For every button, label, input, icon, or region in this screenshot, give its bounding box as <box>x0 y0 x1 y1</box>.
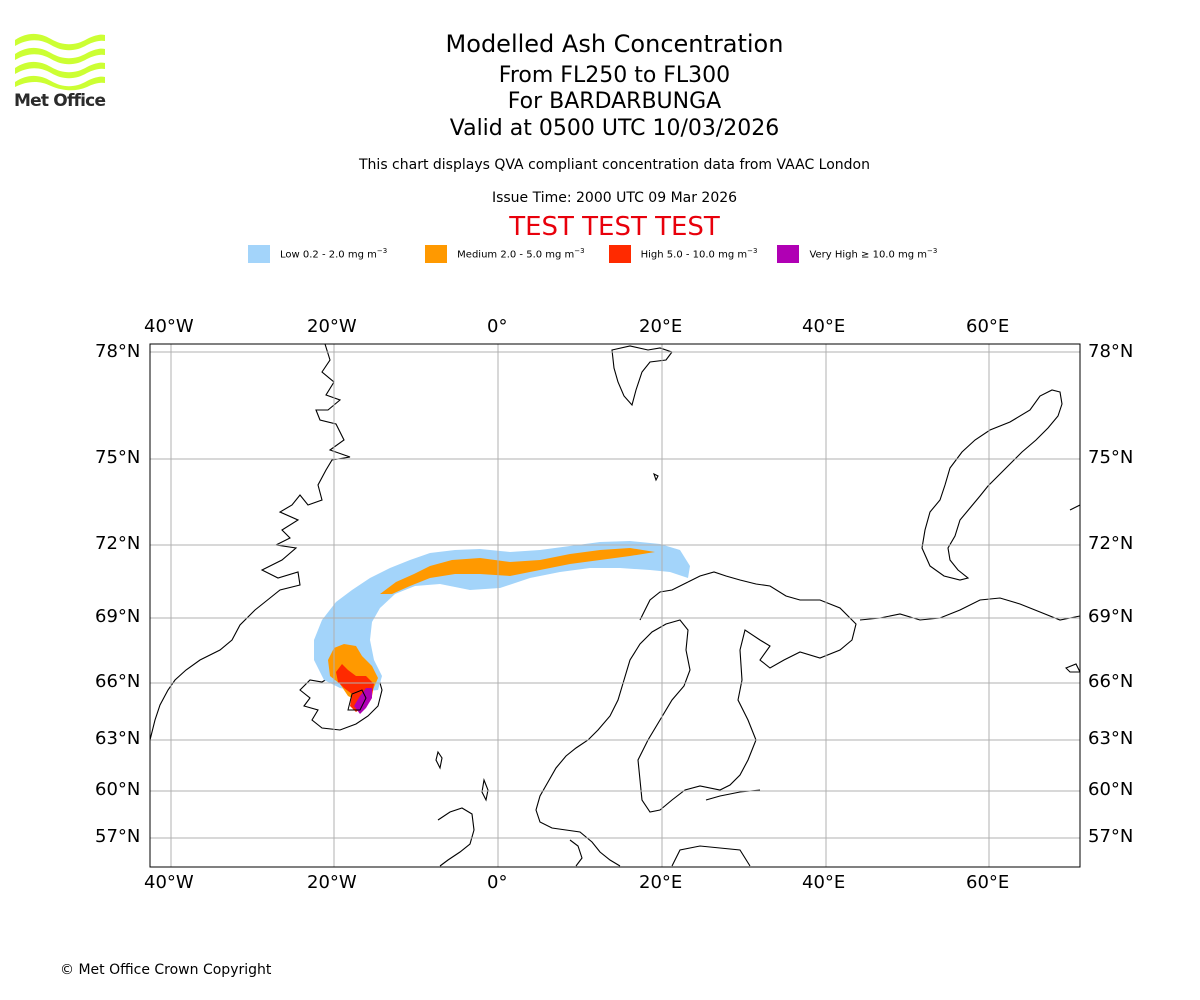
ash-plume-medium-north <box>380 548 655 594</box>
copyright-notice: © Met Office Crown Copyright <box>60 962 272 978</box>
lat-label-left-63n: 63°N <box>95 728 141 749</box>
shetland-coast <box>481 777 489 802</box>
lon-label-bottom-40e: 40°E <box>802 872 846 893</box>
met-office-logo-icon <box>15 33 105 91</box>
ash-plume-very-high <box>354 688 372 714</box>
test-banner: TEST TEST TEST <box>509 212 720 242</box>
legend-swatch-high <box>608 245 631 263</box>
lon-label-bottom-40w: 40°W <box>144 872 194 893</box>
legend-item-low: Low 0.2 - 2.0 mg m−3 <box>248 245 387 263</box>
coastlines <box>150 344 1080 867</box>
chart-title: Modelled Ash Concentration <box>445 30 784 58</box>
bear-island-coast <box>653 472 659 482</box>
legend-label-low: Low 0.2 - 2.0 mg m−3 <box>280 247 388 261</box>
valid-time: Valid at 0500 UTC 10/03/2026 <box>449 116 780 141</box>
lat-label-right-63n: 63°N <box>1088 728 1134 749</box>
concentration-legend: Low 0.2 - 2.0 mg m−3 Medium 2.0 - 5.0 mg… <box>248 244 957 264</box>
greenland-coast <box>150 344 351 741</box>
lon-label-bottom-20w: 20°W <box>307 872 357 893</box>
lon-label-bottom-20e: 20°E <box>639 872 683 893</box>
lon-label-top-60e: 60°E <box>966 316 1010 337</box>
norway-north-coast <box>639 581 689 621</box>
lon-label-top-20e: 20°E <box>639 316 683 337</box>
legend-item-high: High 5.0 - 10.0 mg m−3 <box>608 245 758 263</box>
lon-label-top-20w: 20°W <box>307 316 357 337</box>
legend-item-medium: Medium 2.0 - 5.0 mg m−3 <box>425 245 585 263</box>
lat-label-right-72n: 72°N <box>1088 533 1134 554</box>
legend-item-very-high: Very High ≥ 10.0 mg m−3 <box>777 245 937 263</box>
graticule <box>150 344 1080 867</box>
lat-label-right-60n: 60°N <box>1088 779 1134 800</box>
legend-label-medium: Medium 2.0 - 5.0 mg m−3 <box>457 247 585 261</box>
lon-label-bottom-0: 0° <box>487 872 508 893</box>
svalbard-coast <box>611 345 673 407</box>
map-background <box>150 344 1080 867</box>
volcano-name: For BARDARBUNGA <box>507 89 722 114</box>
lat-label-right-75n: 75°N <box>1088 447 1134 468</box>
legend-label-very-high: Very High ≥ 10.0 mg m−3 <box>809 247 938 261</box>
legend-label-high: High 5.0 - 10.0 mg m−3 <box>640 247 758 261</box>
chart-description: This chart displays QVA compliant concen… <box>359 157 870 173</box>
scotland-coast <box>437 807 475 867</box>
baltic-coast <box>671 845 751 867</box>
russia-arctic-coast <box>859 597 1080 621</box>
lat-label-right-69n: 69°N <box>1088 606 1134 627</box>
lat-label-right-57n: 57°N <box>1088 826 1134 847</box>
volcano-region-outline <box>347 689 367 711</box>
faroe-islands-coast <box>435 750 443 770</box>
legend-swatch-low <box>248 245 270 263</box>
kolguev-island-coast <box>1065 663 1080 673</box>
novaya-zemlya-coast <box>921 389 1063 581</box>
issue-time: Issue Time: 2000 UTC 09 Mar 2026 <box>491 190 738 206</box>
legend-swatch-medium <box>425 245 448 263</box>
met-office-logo-text: Met Office <box>14 91 106 111</box>
lat-label-left-69n: 69°N <box>95 606 141 627</box>
lon-label-bottom-60e: 60°E <box>966 872 1010 893</box>
lon-label-top-40e: 40°E <box>802 316 846 337</box>
lat-label-left-66n: 66°N <box>95 671 141 692</box>
map-frame <box>149 343 1081 868</box>
denmark-coast <box>569 839 583 867</box>
lat-label-left-72n: 72°N <box>95 533 141 554</box>
flight-level-range: From FL250 to FL300 <box>498 63 731 88</box>
lat-label-left-75n: 75°N <box>95 447 141 468</box>
lat-label-left-57n: 57°N <box>95 826 141 847</box>
scandinavia-coast <box>535 571 857 867</box>
lon-label-top-0: 0° <box>487 316 508 337</box>
lon-label-top-40w: 40°W <box>144 316 194 337</box>
lat-label-right-66n: 66°N <box>1088 671 1134 692</box>
lat-label-left-60n: 60°N <box>95 779 141 800</box>
lat-label-right-78n: 78°N <box>1088 341 1134 362</box>
lat-label-left-78n: 78°N <box>95 341 141 362</box>
legend-swatch-very-high <box>777 245 800 263</box>
yamal-coast <box>1069 504 1080 511</box>
